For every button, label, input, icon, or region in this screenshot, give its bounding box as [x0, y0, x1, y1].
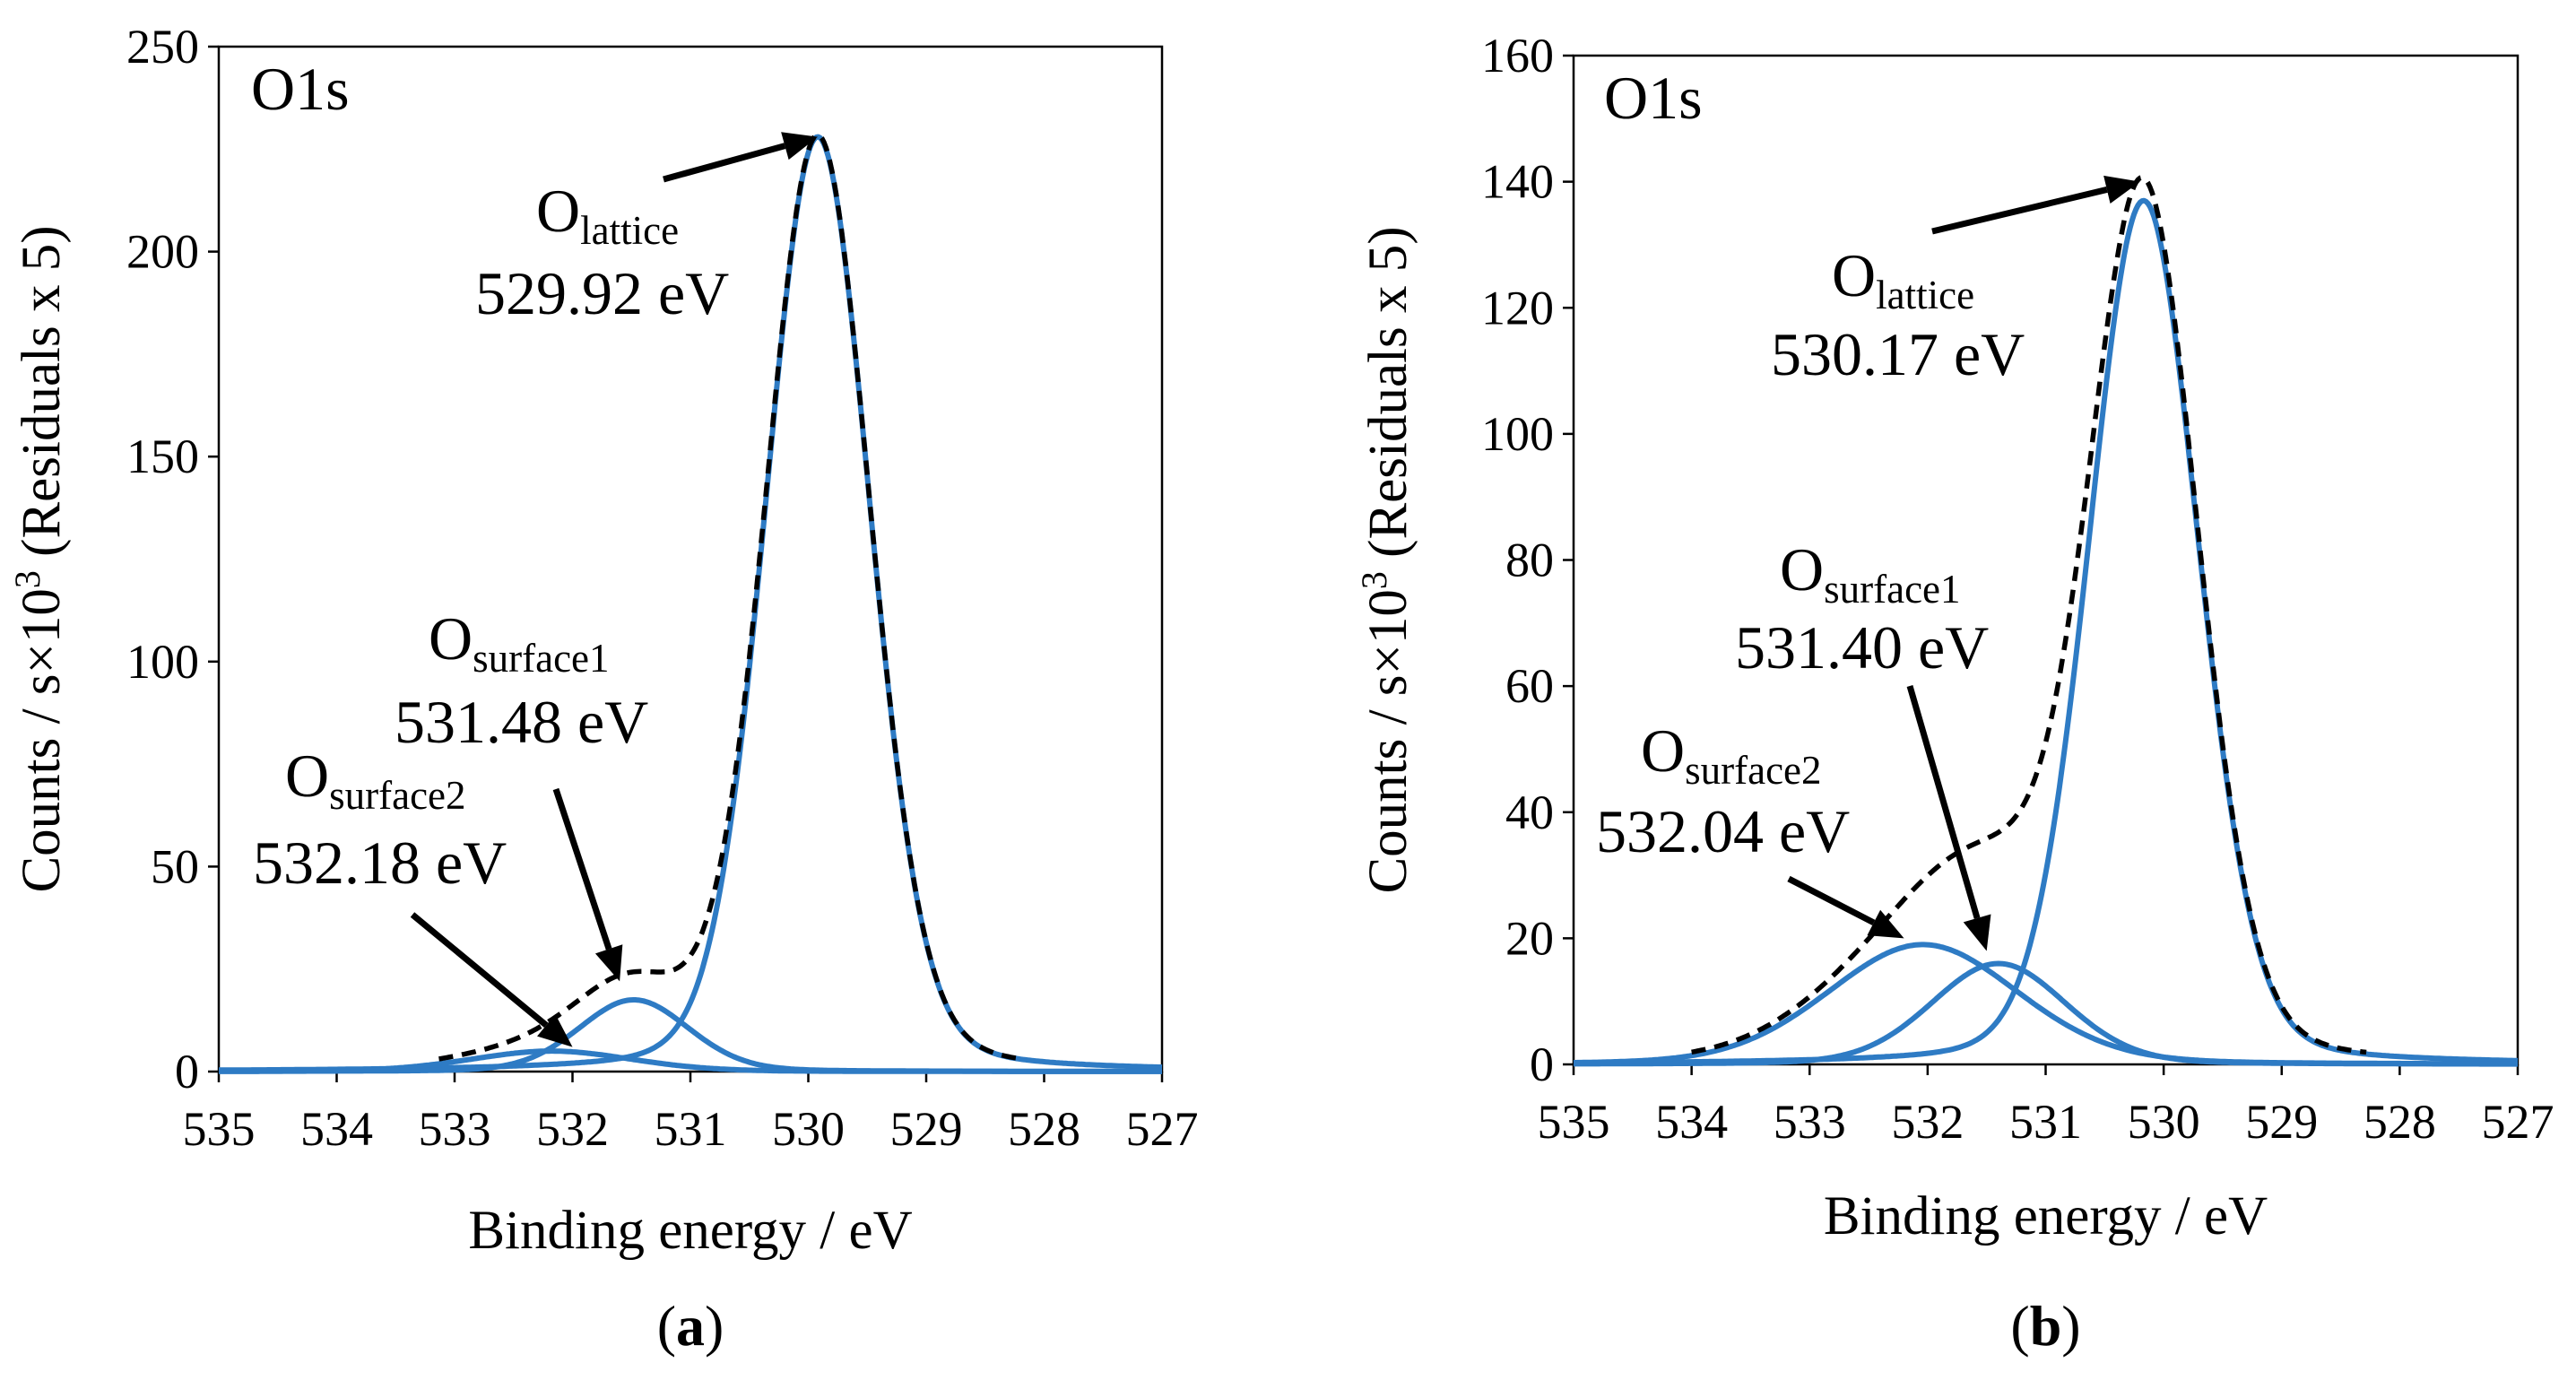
x-tick-label: 534: [1655, 1095, 1728, 1149]
y-tick-label: 160: [1481, 29, 1554, 82]
y-tick-label: 250: [126, 20, 199, 74]
x-tick-label: 531: [655, 1102, 727, 1156]
component-curve: [1573, 197, 2519, 1066]
envelope-curve: [1691, 175, 2367, 1055]
y-tick-label: 50: [151, 839, 199, 893]
y-tick-label: 200: [126, 225, 199, 279]
x-tick-label: 528: [1008, 1102, 1080, 1156]
y-tick-label: 140: [1481, 155, 1554, 209]
y-tick-label: 80: [1505, 534, 1554, 587]
panel-caption: (b): [2010, 1294, 2080, 1358]
x-tick-label: 529: [890, 1102, 963, 1156]
x-tick-label: 530: [2128, 1095, 2200, 1149]
annotation-arrow-head: [1963, 914, 1991, 951]
y-axis-label: Counts / s×103 (Residuals x 5): [7, 225, 72, 892]
annotation-energy: 532.04 eV: [1596, 797, 1850, 865]
x-tick-label: 527: [2482, 1095, 2554, 1149]
annotation-arrow-head: [537, 1014, 573, 1047]
y-tick-label: 0: [175, 1045, 199, 1098]
annotation-arrow-head: [781, 132, 819, 161]
x-tick-label: 531: [2009, 1095, 2082, 1149]
y-axis-label: Counts / s×103 (Residuals x 5): [1354, 226, 1418, 893]
annotation-energy: 529.92 eV: [475, 259, 729, 327]
x-tick-label: 533: [1774, 1095, 1846, 1149]
envelope-curve: [438, 132, 1023, 1062]
annotation-arrow-shaft: [552, 787, 612, 951]
x-axis-label: Binding energy / eV: [1824, 1186, 2268, 1246]
annotation-energy: 530.17 eV: [1771, 320, 2025, 388]
x-tick-label: 529: [2245, 1095, 2318, 1149]
annotation-arrow-shaft: [663, 143, 786, 183]
panel-title: O1s: [251, 55, 350, 123]
x-axis-label: Binding energy / eV: [468, 1201, 912, 1261]
annotation-energy: 531.48 eV: [395, 688, 648, 756]
y-tick-label: 0: [1530, 1037, 1554, 1091]
y-tick-label: 100: [1481, 407, 1554, 461]
annotation-label: Osurface1: [429, 604, 610, 681]
plot-frame: [217, 45, 1164, 1073]
y-tick-label: 100: [126, 635, 199, 689]
y-tick-label: 150: [126, 430, 199, 483]
annotation-label: Osurface2: [1641, 716, 1822, 793]
annotation-label: Olattice: [1832, 241, 1974, 317]
y-tick-label: 60: [1505, 659, 1554, 713]
annotation-arrow-head: [594, 944, 623, 982]
y-tick-label: 20: [1505, 911, 1554, 965]
annotation-arrow-shaft: [1787, 875, 1876, 926]
annotation-energy: 531.40 eV: [1735, 613, 1989, 681]
annotation-arrow-shaft: [1931, 187, 2108, 235]
component-curve: [1573, 942, 2519, 1067]
panel-caption: (a): [657, 1294, 724, 1358]
panel-b: 0 20 40 60 80 100 120 140 160 535 534 533 532 531 530 5…: [1354, 29, 2554, 1358]
x-tick-label: 532: [1891, 1095, 1964, 1149]
annotation-label: Olattice: [536, 177, 679, 253]
annotation-arrow-head: [1867, 909, 1904, 939]
x-tick-label: 528: [2364, 1095, 2436, 1149]
annotation-label: Osurface1: [1780, 535, 1961, 612]
y-tick-label: 120: [1481, 281, 1554, 334]
x-tick-label: 532: [536, 1102, 609, 1156]
x-tick-label: 527: [1126, 1102, 1199, 1156]
x-tick-label: 530: [772, 1102, 845, 1156]
panel-title: O1s: [1604, 64, 1703, 132]
y-tick-label: 40: [1505, 786, 1554, 839]
annotation-energy: 532.18 eV: [253, 829, 507, 897]
x-tick-label: 535: [183, 1102, 256, 1156]
x-tick-label: 535: [1538, 1095, 1610, 1149]
annotation-arrow-shaft: [410, 912, 549, 1029]
annotation-arrow-shaft: [1906, 685, 1981, 919]
x-tick-label: 534: [300, 1102, 373, 1156]
x-tick-label: 533: [419, 1102, 491, 1156]
annotation-label: Osurface2: [285, 742, 466, 818]
panel-a: 0 50 100 150 200 250 535 534 533 532 531 530 529 528 5…: [7, 20, 1199, 1358]
component-curve: [218, 1048, 1163, 1074]
annotation-arrow-head: [2103, 175, 2140, 204]
